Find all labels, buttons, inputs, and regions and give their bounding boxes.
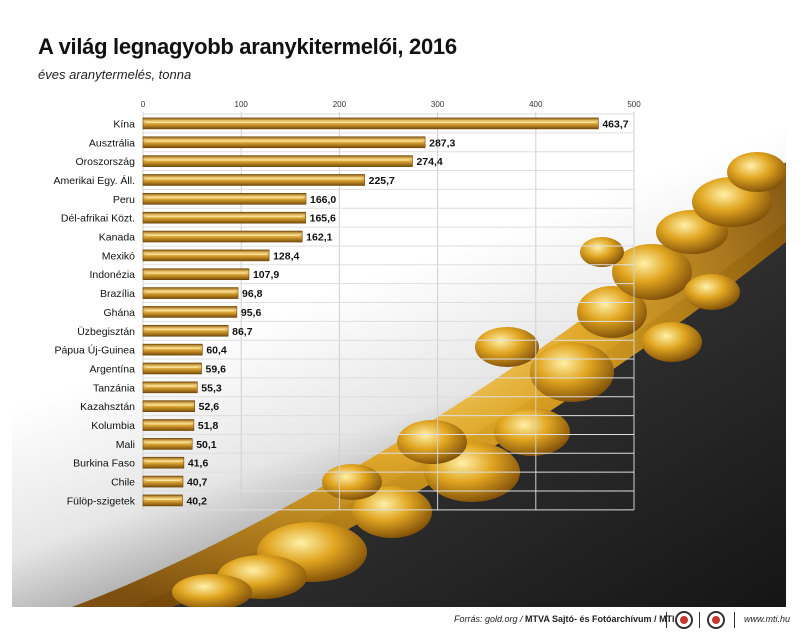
bar <box>142 475 184 488</box>
category-label: Tanzánia <box>93 382 135 394</box>
value-label: 107,9 <box>253 269 279 281</box>
footer-separator <box>699 612 700 628</box>
bar <box>142 494 183 507</box>
bar <box>142 174 365 186</box>
bar <box>142 155 413 167</box>
bar-chart: 0 100 200 300 400 500 Kína Ausztrália Oroszorsz… <box>54 100 641 511</box>
bar <box>142 438 193 450</box>
category-label: Indonézia <box>89 269 135 281</box>
value-label: 274,4 <box>416 156 442 168</box>
category-label: Kazahsztán <box>80 401 135 413</box>
bar <box>142 324 229 337</box>
bar <box>142 249 270 262</box>
value-label: 51,8 <box>198 420 219 432</box>
bar <box>142 306 238 318</box>
infographic-frame <box>12 12 786 607</box>
category-label: Ghána <box>103 307 135 319</box>
bar <box>142 117 599 130</box>
value-labels: 463,7 287,3 274,4 225,7 166,0 165,6 162,1 128,4… <box>186 118 628 507</box>
value-label: 60,4 <box>206 345 227 357</box>
chart-bars <box>142 117 599 507</box>
category-label: Brazília <box>100 288 135 300</box>
x-tick-label: 0 <box>141 100 146 109</box>
bar <box>142 230 303 243</box>
footer-separator <box>666 612 667 628</box>
bar <box>142 419 195 431</box>
source-organization: MTVA Sajtó- és Fotóarchívum / MTI <box>525 614 675 624</box>
gold-pan-background <box>72 152 786 607</box>
category-label: Kolumbia <box>91 420 135 432</box>
footer-separator <box>734 612 735 628</box>
category-label: Kanada <box>99 232 135 244</box>
category-label: Kína <box>113 118 135 130</box>
category-label: Argentína <box>89 363 135 375</box>
bar <box>142 343 203 356</box>
chart-title: A világ legnagyobb aranykitermelői, 2016 <box>38 34 457 59</box>
value-label: 40,7 <box>187 477 208 489</box>
category-label: Dél-afrikai Közt. <box>61 213 135 225</box>
value-label: 463,7 <box>602 118 628 130</box>
x-tick-label: 500 <box>627 100 641 109</box>
source-label: Forrás: gold.org / <box>454 614 523 624</box>
value-label: 165,6 <box>310 213 336 225</box>
category-label: Mexikó <box>102 250 135 262</box>
category-label: Chile <box>111 477 135 489</box>
value-label: 128,4 <box>273 250 299 262</box>
value-label: 52,6 <box>199 401 220 413</box>
category-label: Amerikai Egy. Áll. <box>54 174 136 187</box>
category-label: Mali <box>116 439 135 451</box>
value-label: 166,0 <box>310 194 336 206</box>
bar <box>142 381 198 394</box>
x-tick-label: 400 <box>529 100 543 109</box>
bar <box>142 136 426 149</box>
website-url: www.mti.hu <box>744 614 791 624</box>
value-label: 225,7 <box>369 175 395 187</box>
x-tick-label: 300 <box>431 100 445 109</box>
gold-nuggets <box>172 152 786 607</box>
x-tick-label: 100 <box>235 100 249 109</box>
bar <box>142 287 239 299</box>
value-label: 96,8 <box>242 288 263 300</box>
value-label: 50,1 <box>196 439 217 451</box>
value-label: 287,3 <box>429 137 455 149</box>
value-label: 86,7 <box>232 326 253 338</box>
x-tick-label: 200 <box>333 100 347 109</box>
bar <box>142 400 195 412</box>
value-label: 59,6 <box>206 363 227 375</box>
bar <box>142 193 307 205</box>
value-label: 41,6 <box>188 458 209 470</box>
source-credit: Forrás: gold.org / MTVA Sajtó- és Fotóar… <box>454 614 675 624</box>
category-label: Burkina Faso <box>73 458 135 470</box>
chart-subtitle: éves aranytermelés, tonna <box>38 67 192 82</box>
x-axis-ticks: 0 100 200 300 400 500 <box>141 100 641 109</box>
mti-logo-icon <box>707 611 725 629</box>
bar <box>142 456 185 469</box>
bar <box>142 362 202 375</box>
value-label: 162,1 <box>306 232 332 244</box>
category-label: Fülöp-szigetek <box>67 495 136 507</box>
value-label: 40,2 <box>186 495 207 507</box>
category-label: Oroszország <box>75 156 135 168</box>
bar <box>142 211 306 224</box>
mtva-logo-icon <box>675 611 693 629</box>
value-label: 95,6 <box>241 307 262 319</box>
category-label: Peru <box>113 194 135 206</box>
category-labels: Kína Ausztrália Oroszország Amerikai Egy. Á… <box>54 118 136 507</box>
bar <box>142 268 250 281</box>
value-label: 55,3 <box>201 382 222 394</box>
category-label: Pápua Új-Guinea <box>54 344 135 357</box>
category-label: Üzbegisztán <box>77 326 135 338</box>
category-label: Ausztrália <box>89 137 135 149</box>
